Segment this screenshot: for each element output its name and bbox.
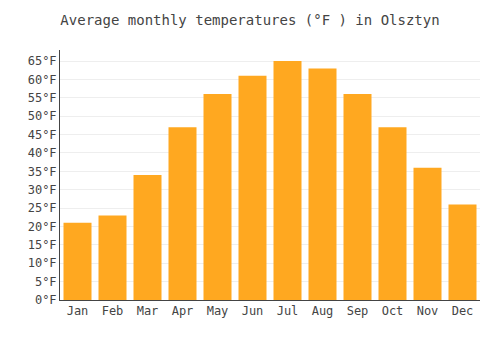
svg-text:5°F: 5°F (35, 275, 57, 289)
svg-text:Aug: Aug (312, 304, 334, 318)
svg-text:60°F: 60°F (28, 73, 57, 87)
svg-text:40°F: 40°F (28, 146, 57, 160)
svg-text:20°F: 20°F (28, 220, 57, 234)
svg-text:25°F: 25°F (28, 201, 57, 215)
svg-text:Feb: Feb (102, 304, 124, 318)
svg-text:55°F: 55°F (28, 91, 57, 105)
svg-text:50°F: 50°F (28, 109, 57, 123)
svg-text:Oct: Oct (382, 304, 404, 318)
svg-text:0°F: 0°F (35, 293, 57, 307)
svg-text:Sep: Sep (347, 304, 369, 318)
svg-text:65°F: 65°F (28, 54, 57, 68)
svg-text:10°F: 10°F (28, 256, 57, 270)
svg-text:Jun: Jun (242, 304, 264, 318)
svg-text:Jan: Jan (67, 304, 89, 318)
svg-text:35°F: 35°F (28, 165, 57, 179)
svg-text:Average monthly temperatures (: Average monthly temperatures (°F ) in Ol… (60, 12, 439, 28)
svg-text:Mar: Mar (137, 304, 159, 318)
svg-text:15°F: 15°F (28, 238, 57, 252)
svg-text:30°F: 30°F (28, 183, 57, 197)
svg-text:May: May (207, 304, 229, 318)
svg-text:45°F: 45°F (28, 128, 57, 142)
svg-text:Dec: Dec (452, 304, 474, 318)
svg-text:Apr: Apr (172, 304, 194, 318)
svg-text:Nov: Nov (417, 304, 439, 318)
svg-text:Jul: Jul (277, 304, 299, 318)
